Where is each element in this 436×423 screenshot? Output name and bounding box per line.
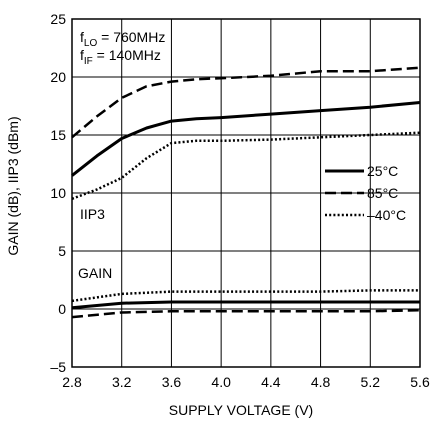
x-tick-labels: 2.8 3.2 3.6 4.0 4.4 4.8 5.2 5.6 xyxy=(62,374,430,390)
x-tick-label: 3.6 xyxy=(162,374,182,390)
legend-label: 85°C xyxy=(367,185,398,201)
series-line-gain-85c xyxy=(71,308,421,319)
x-tick-label: 4.4 xyxy=(261,374,281,390)
x-tick-label: 3.2 xyxy=(112,374,132,390)
series-line-gain-25c xyxy=(71,300,420,310)
legend-label: –40°C xyxy=(367,207,406,223)
legend: 25°C 85°C –40°C xyxy=(325,163,406,223)
grid xyxy=(71,18,421,368)
iip3-group-label: IIP3 xyxy=(80,206,105,222)
x-tick-label: 5.2 xyxy=(361,374,381,390)
y-tick-label: 5 xyxy=(58,243,66,259)
y-tick-label: 15 xyxy=(50,127,66,143)
plot-frame xyxy=(71,18,421,368)
legend-label: 25°C xyxy=(367,163,398,179)
series-line-gain-40c xyxy=(71,289,420,303)
y-tick-label: 10 xyxy=(50,185,66,201)
y-axis-label: GAIN (dB), IIP3 (dBm) xyxy=(5,116,21,255)
gain-group-label: GAIN xyxy=(78,265,112,281)
series-line-iip3-40c xyxy=(71,131,421,200)
y-tick-labels: –5 0 5 10 15 20 25 xyxy=(50,11,66,375)
flo-annotation: fLO = 760MHz xyxy=(80,29,165,49)
x-tick-label: 5.6 xyxy=(410,374,430,390)
x-axis-label: SUPPLY VOLTAGE (V) xyxy=(169,402,313,418)
series-line-iip3-85c xyxy=(71,66,421,139)
series-line-iip3-25c xyxy=(71,101,421,177)
y-tick-label: 20 xyxy=(50,69,66,85)
y-tick-label: 0 xyxy=(58,301,66,317)
x-tick-label: 4.0 xyxy=(211,374,231,390)
y-tick-label: –5 xyxy=(50,359,66,375)
y-tick-label: 25 xyxy=(50,11,66,27)
x-tick-label: 2.8 xyxy=(62,374,82,390)
fif-annotation: fIF = 140MHz xyxy=(80,47,161,67)
series-layer xyxy=(71,66,421,319)
x-tick-label: 4.8 xyxy=(311,374,331,390)
